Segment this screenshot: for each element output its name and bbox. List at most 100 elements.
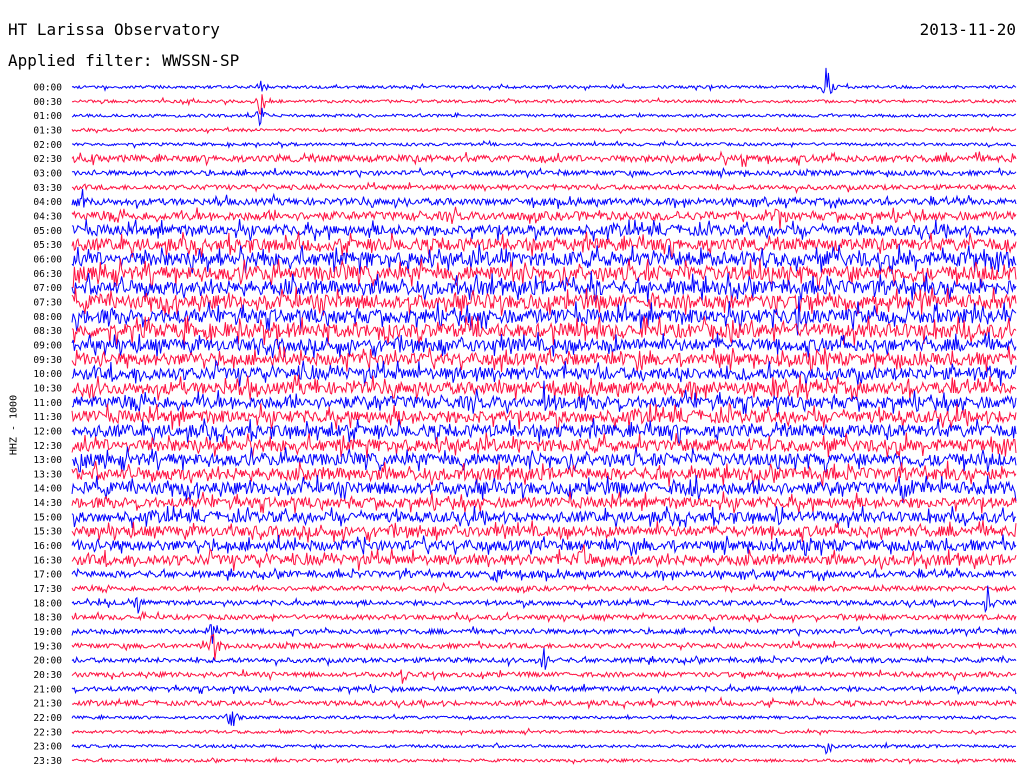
row-time-label: 04:30 [33,211,62,222]
trace-row-2330 [71,756,1017,765]
row-time-label: 21:00 [33,684,62,695]
trace-row-0530 [71,231,1017,260]
trace-row-1930 [71,633,1017,661]
trace-row-1400 [71,474,1017,503]
row-time-label: 00:00 [33,83,62,94]
row-time-label: 19:00 [33,627,62,638]
trace-row-1000 [71,359,1017,387]
row-time-label: 18:00 [33,598,62,609]
row-time-label: 05:00 [33,226,62,237]
row-time-label: 03:00 [33,168,62,179]
row-time-label: 06:00 [33,254,62,265]
trace-row-1700 [71,567,1017,584]
filter-value: WWSSN-SP [162,51,240,70]
trace-row-0030 [71,94,1017,116]
trace-row-1430 [71,491,1017,514]
row-time-label: 07:30 [33,297,62,308]
row-time-label: 09:30 [33,355,62,366]
row-time-label: 22:30 [33,727,62,738]
row-time-label: 10:30 [33,383,62,394]
trace-row-0130 [71,125,1017,135]
trace-row-1330 [71,460,1017,487]
trace-row-0700 [71,270,1017,303]
row-time-label: 02:30 [33,154,62,165]
row-time-label: 10:00 [33,369,62,380]
row-time-label: 11:00 [33,398,62,409]
row-time-label: 04:00 [33,197,62,208]
row-time-label: 03:30 [33,183,62,194]
row-time-label: 20:30 [33,670,62,681]
row-time-label: 05:30 [33,240,62,251]
date-label: 2013-11-20 [919,20,1016,39]
trace-row-0000 [71,67,1017,95]
trace-row-1200 [71,418,1017,446]
trace-row-1300 [71,446,1017,473]
row-time-label: 11:30 [33,412,62,423]
trace-row-0400 [71,188,1017,209]
filter-line: Applied filter: WWSSN-SP [8,51,239,70]
trace-row-2230 [71,727,1017,737]
trace-row-1800 [71,585,1017,614]
row-time-label: 19:30 [33,641,62,652]
trace-row-0500 [71,219,1017,242]
row-time-label: 15:00 [33,512,62,523]
row-time-label: 13:30 [33,469,62,480]
row-time-label: 06:30 [33,269,62,280]
row-time-label: 09:00 [33,340,62,351]
trace-row-1830 [71,610,1017,624]
trace-row-1130 [71,402,1017,431]
row-time-label: 16:30 [33,555,62,566]
row-time-label: 17:30 [33,584,62,595]
trace-row-1600 [71,534,1017,557]
row-time-label: 02:00 [33,140,62,151]
trace-row-0200 [72,139,1017,150]
row-time-label: 23:30 [33,756,62,767]
station-title: HT Larissa Observatory [8,20,220,39]
trace-row-0300 [71,166,1017,180]
row-time-label: 00:30 [33,97,62,108]
trace-row-2100 [71,682,1017,696]
row-time-label: 13:00 [33,455,62,466]
trace-row-0600 [71,244,1017,275]
row-time-label: 14:30 [33,498,62,509]
trace-row-2300 [71,741,1017,755]
row-time-label: 08:00 [33,312,62,323]
trace-row-1530 [71,520,1017,543]
trace-row-0230 [71,150,1017,167]
row-time-label: 18:30 [33,613,62,624]
row-time-label: 12:30 [33,441,62,452]
row-time-label: 21:30 [33,699,62,710]
row-time-label: 01:30 [33,125,62,136]
row-time-label: 22:00 [33,713,62,724]
trace-row-0430 [71,206,1017,230]
row-time-label: 14:00 [33,484,62,495]
trace-row-1100 [71,380,1017,415]
row-time-label: 20:00 [33,656,62,667]
row-time-label: 08:30 [33,326,62,337]
trace-row-2030 [71,669,1017,684]
trace-row-0100 [71,107,1016,127]
trace-row-0930 [71,346,1017,372]
row-time-label: 17:00 [33,570,62,581]
row-time-label: 15:30 [33,527,62,538]
trace-row-1630 [71,544,1017,571]
row-time-label: 12:00 [33,426,62,437]
trace-row-2130 [71,696,1017,711]
filter-label: Applied filter: [8,51,153,70]
trace-row-1500 [71,506,1017,528]
trace-row-2000 [71,647,1017,670]
row-time-label: 01:00 [33,111,62,122]
trace-row-0900 [71,332,1017,359]
trace-row-1230 [71,432,1017,459]
trace-row-0330 [71,181,1017,195]
row-time-label: 16:00 [33,541,62,552]
trace-row-0830 [71,315,1017,346]
trace-row-1730 [71,581,1017,595]
trace-row-2200 [71,711,1017,727]
row-time-label: 07:00 [33,283,62,294]
trace-row-1900 [71,624,1017,644]
trace-row-0800 [71,296,1017,336]
trace-row-0630 [71,258,1017,289]
row-time-label: 23:00 [33,742,62,753]
